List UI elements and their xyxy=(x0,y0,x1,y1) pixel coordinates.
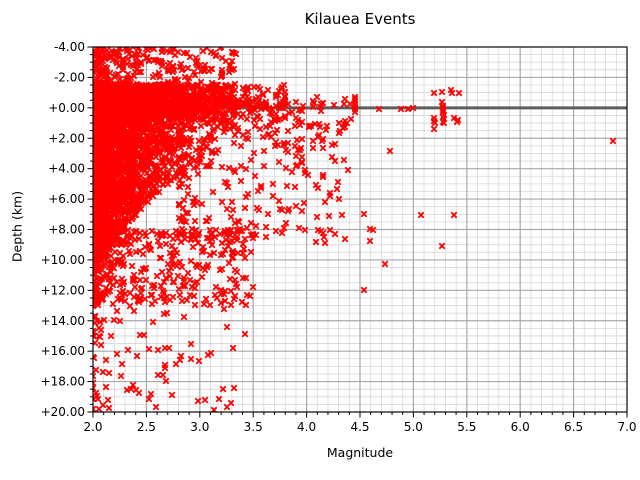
svg-text:+16.00: +16.00 xyxy=(41,344,85,358)
svg-text:7.0: 7.0 xyxy=(617,420,636,434)
svg-text:+4.00: +4.00 xyxy=(48,162,85,176)
svg-text:+14.00: +14.00 xyxy=(41,314,85,328)
svg-text:4.0: 4.0 xyxy=(297,420,316,434)
svg-text:2.5: 2.5 xyxy=(137,420,156,434)
svg-text:5.5: 5.5 xyxy=(457,420,476,434)
svg-text:3.0: 3.0 xyxy=(190,420,209,434)
svg-text:+2.00: +2.00 xyxy=(48,131,85,145)
svg-text:+20.00: +20.00 xyxy=(41,405,85,419)
axis-ticks xyxy=(87,46,628,418)
svg-text:+6.00: +6.00 xyxy=(48,192,85,206)
svg-text:+10.00: +10.00 xyxy=(41,253,85,267)
svg-text:4.5: 4.5 xyxy=(350,420,369,434)
svg-text:-2.00: -2.00 xyxy=(54,70,85,84)
svg-text:5.0: 5.0 xyxy=(404,420,423,434)
svg-text:6.0: 6.0 xyxy=(511,420,530,434)
svg-text:+12.00: +12.00 xyxy=(41,283,85,297)
svg-text:6.5: 6.5 xyxy=(564,420,583,434)
chart-title: Kilauea Events xyxy=(304,10,416,28)
y-axis-label: Depth (km) xyxy=(9,190,25,263)
svg-text:+18.00: +18.00 xyxy=(41,375,85,389)
x-axis-label: Magnitude xyxy=(326,445,394,460)
svg-text:2.0: 2.0 xyxy=(83,420,102,434)
svg-text:3.5: 3.5 xyxy=(244,420,263,434)
svg-text:+8.00: +8.00 xyxy=(48,223,85,237)
scatter-points xyxy=(93,47,617,412)
svg-text:-4.00: -4.00 xyxy=(54,40,85,54)
x-tick-labels: 2.0 2.5 3.0 3.5 4.0 4.5 5.0 5.5 6.0 6.5 7.0 xyxy=(83,420,636,434)
y-tick-labels: -4.00 -2.00 +0.00 +2.00 +4.00 +6.00 +8.00 +10.0… xyxy=(41,40,85,419)
svg-text:+0.00: +0.00 xyxy=(48,101,85,115)
